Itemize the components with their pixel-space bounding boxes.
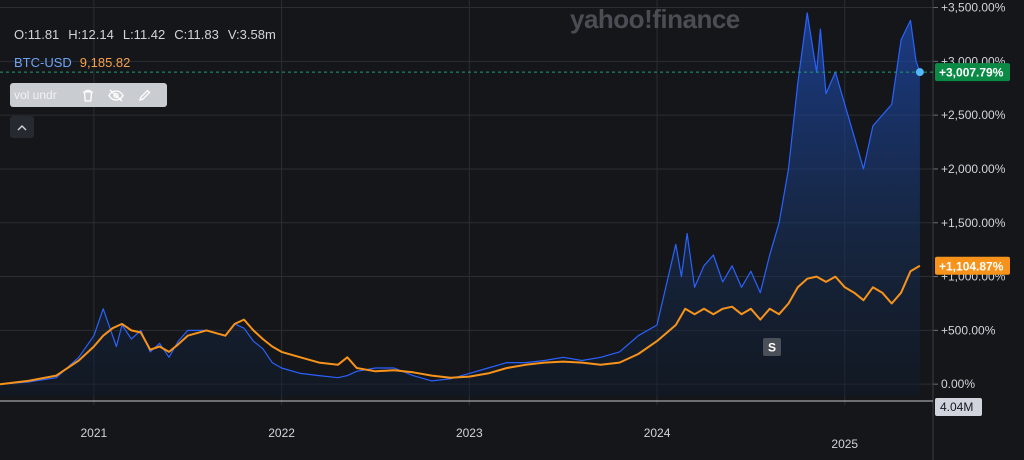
y-tick-label: +1,500.00% [941, 216, 1006, 230]
badge-background [935, 63, 1010, 82]
ticker-value: 9,185.82 [79, 55, 131, 70]
grid-lines [0, 0, 938, 460]
series-lines [0, 12, 921, 386]
eye-off-icon[interactable] [104, 83, 128, 107]
series-area [0, 12, 920, 397]
event-marker[interactable]: S [763, 338, 781, 356]
event-marker-box[interactable] [763, 338, 781, 356]
x-tick-label: 2022 [268, 426, 295, 440]
collapse-button[interactable] [10, 116, 34, 138]
ohlc-readout: O:11.81 H:12.14 L:11.42 C:11.83 V:3.58m [14, 27, 276, 42]
y-tick-label: 0.00% [941, 377, 975, 391]
y-tick-label: +3,500.00% [941, 1, 1006, 15]
low-value: L:11.42 [122, 27, 166, 42]
comparison-value-badge: +1,104.87% [935, 256, 1010, 275]
chevron-up-icon [17, 124, 27, 130]
trash-icon[interactable] [76, 83, 100, 107]
comparison-series-line [0, 264, 921, 386]
chart-overlays: +3,007.79% +1,104.87% 4.04M S [0, 63, 1010, 416]
x-axis: 2021 2022 2023 2024 2025 [81, 426, 859, 451]
y-tick-label: +2,000.00% [941, 162, 1006, 176]
x-tick-label: 2021 [81, 426, 108, 440]
volume-badge: 4.04M [935, 398, 982, 416]
last-value-badge: +3,007.79% [935, 63, 1010, 82]
volume-value: V:3.58m [227, 27, 276, 42]
event-marker-label: S [768, 341, 776, 355]
volume-badge-background [935, 398, 982, 416]
badge-background [935, 256, 1010, 275]
badge-label: +3,007.79% [939, 66, 1004, 80]
ticker-legend[interactable]: BTC-USD 9,185.82 [14, 55, 130, 70]
close-value: C:11.83 [174, 27, 219, 42]
open-value: O:11.81 [14, 27, 60, 42]
y-tick-label: +2,500.00% [941, 108, 1006, 122]
study-label: vol undr [14, 88, 57, 102]
high-value: H:12.14 [68, 27, 114, 42]
x-tick-label: 2024 [644, 426, 671, 440]
study-toolbar: vol undr [10, 83, 167, 107]
last-value-dot [915, 68, 924, 77]
ticker-symbol[interactable]: BTC-USD [14, 55, 72, 70]
volume-badge-label: 4.04M [940, 400, 973, 414]
series-areas [0, 12, 920, 397]
badge-label: +1,104.87% [939, 259, 1004, 273]
x-tick-label: 2023 [456, 426, 483, 440]
pencil-icon[interactable] [132, 83, 156, 107]
yahoo-finance-logo: yahoo!finance [570, 4, 740, 34]
x-tick-label: 2025 [831, 437, 858, 451]
y-axis: 0.00%+500.00%+1,000.00%+1,500.00%+2,000.… [941, 1, 1006, 392]
y-tick-label: +500.00% [941, 323, 996, 337]
